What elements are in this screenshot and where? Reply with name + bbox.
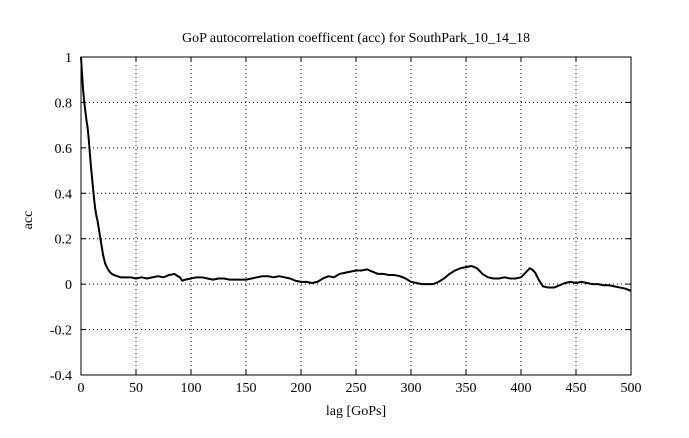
x-axis-label: lag [GoPs] <box>326 404 386 419</box>
y-tick-label: 0.8 <box>55 96 73 111</box>
x-tick-label: 100 <box>181 381 202 396</box>
y-tick-label: 1 <box>65 51 72 66</box>
x-tick-label: 250 <box>346 381 367 396</box>
y-tick-label: 0 <box>65 278 72 293</box>
y-tick-label: -0.4 <box>50 369 72 384</box>
y-tick-label: 0.2 <box>55 233 73 248</box>
x-tick-label: 350 <box>456 381 477 396</box>
y-tick-label: -0.2 <box>50 324 72 339</box>
x-tick-label: 300 <box>401 381 422 396</box>
tick-marks <box>80 56 632 376</box>
series-layer <box>80 56 632 292</box>
x-tick-label: 200 <box>291 381 312 396</box>
x-tick-label: 450 <box>566 381 587 396</box>
x-tick-label: 400 <box>511 381 532 396</box>
x-tick-label: 150 <box>236 381 257 396</box>
x-tick-labels: 0 50 100 150 200 250 300 350 400 450 500 <box>78 381 642 396</box>
plot-area-frame <box>80 56 632 376</box>
y-tick-label: 0.6 <box>55 142 73 157</box>
y-axis-label: acc <box>21 211 36 230</box>
acc-series-line <box>80 56 632 292</box>
x-tick-label: 500 <box>621 381 642 396</box>
y-tick-labels: -0.4 -0.2 0 0.2 0.4 0.6 0.8 1 <box>50 51 72 384</box>
grid-lines <box>81 57 631 375</box>
x-tick-label: 0 <box>78 381 85 396</box>
chart-title: GoP autocorrelation coefficent (acc) for… <box>182 31 530 46</box>
y-tick-label: 0.4 <box>55 187 73 202</box>
x-tick-label: 50 <box>129 381 143 396</box>
